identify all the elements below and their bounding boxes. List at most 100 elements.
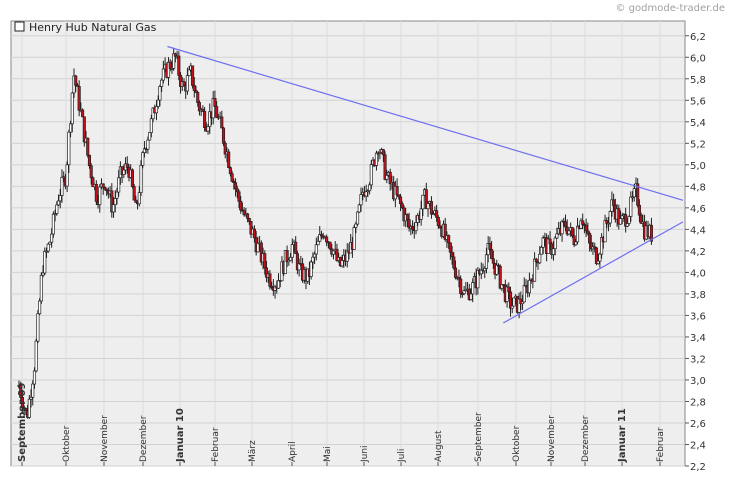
y-tick-label: 3,8 [690, 290, 706, 301]
candle-body [421, 194, 425, 210]
x-tick-label: Oktober [62, 425, 72, 462]
candle-body [237, 191, 241, 202]
candle-body [89, 165, 93, 179]
candle-body [589, 242, 593, 250]
candle-body [435, 210, 439, 218]
candle-body [405, 214, 409, 220]
candle-body [548, 238, 552, 245]
candle-body [328, 241, 332, 250]
candle-body [419, 208, 423, 220]
candle-body [259, 242, 263, 263]
candle-body [130, 169, 134, 187]
y-tick-label: 4,6 [690, 204, 706, 215]
candle-body [87, 154, 92, 167]
candle-body [575, 225, 580, 243]
candle-body [151, 107, 155, 120]
candle-body [60, 176, 64, 196]
candle-body [82, 116, 86, 143]
candle-body [105, 188, 109, 192]
candle-body [496, 264, 501, 267]
candle-body [407, 219, 411, 229]
candle-body [242, 210, 246, 216]
y-tick-label: 3,2 [690, 354, 706, 365]
candle-body [534, 258, 538, 263]
candle-body [600, 237, 604, 255]
candle-body [125, 163, 129, 168]
candle-body [182, 81, 186, 86]
legend-swatch [14, 21, 25, 32]
x-tick-label: Februar [656, 427, 666, 462]
candle-body [211, 97, 215, 119]
candle-body [457, 277, 461, 280]
candle-body [55, 204, 59, 214]
candle-body [464, 289, 468, 292]
candle-body [471, 282, 475, 295]
y-tick-label: 5,6 [690, 96, 706, 107]
candle-body [388, 171, 392, 185]
candle-body [426, 203, 430, 210]
x-tick-label: Mai [323, 446, 333, 462]
candle-body [632, 188, 636, 198]
candle-body [32, 370, 37, 385]
candle-body [639, 214, 643, 224]
candle-body [570, 227, 574, 237]
candle-body [247, 218, 251, 222]
candle-body [594, 247, 598, 264]
candle-body [381, 149, 385, 156]
candle-body [197, 102, 202, 112]
candle-body [364, 191, 368, 197]
candle-body [31, 383, 35, 398]
candle-body [34, 340, 38, 372]
candle-body [352, 227, 356, 250]
y-tick-label: 3,4 [690, 333, 706, 344]
candle-body [520, 301, 525, 305]
candle-body [354, 223, 358, 228]
x-axis: September 09 Oktober November Dezember Janua… [17, 383, 666, 466]
candle-body [53, 213, 57, 215]
candle-body [345, 250, 349, 262]
x-tick-label: Januar 10 [175, 408, 186, 463]
candle-body [395, 185, 399, 196]
candle-body [75, 84, 79, 87]
candle-body [166, 61, 171, 78]
y-tick-label: 4,8 [690, 182, 706, 193]
candle-body [429, 201, 434, 215]
candle-body [213, 97, 217, 107]
candle-body [374, 152, 379, 166]
candle-body [94, 184, 98, 202]
candle-body [285, 250, 289, 263]
candle-body [263, 253, 267, 269]
y-tick-label: 5,0 [690, 161, 706, 172]
candle-body [567, 230, 571, 235]
candle-body [462, 290, 466, 294]
candle-body [249, 221, 253, 235]
candle-body [137, 192, 141, 205]
candle-body [551, 248, 556, 255]
candle-body [498, 265, 502, 289]
candle-body [603, 220, 607, 243]
y-axis: 2,2 2,4 2,6 2,8 3,0 3,2 3,4 3,6 3,8 4,0 4,2 4,4 4,6 4… [685, 32, 706, 473]
trendline [503, 221, 684, 324]
candle-body [288, 256, 293, 261]
candle-body [522, 285, 526, 303]
candle-body [649, 224, 653, 242]
y-tick-label: 2,6 [690, 419, 706, 430]
candle-body [584, 224, 588, 232]
candle-body [232, 181, 236, 184]
candle-body [356, 211, 360, 225]
candle-body [268, 273, 272, 287]
candle-body [290, 244, 294, 258]
candle-body [287, 259, 291, 263]
candle-body [233, 182, 238, 190]
candle-body [636, 183, 640, 206]
candle-body [148, 132, 152, 141]
candle-body [624, 214, 628, 227]
candle-body [512, 297, 516, 307]
candle-body [51, 213, 55, 235]
candle-body [483, 268, 487, 272]
candle-body [256, 242, 260, 253]
candle-body [469, 293, 473, 300]
candle-body [160, 79, 164, 87]
candle-body [316, 240, 320, 246]
